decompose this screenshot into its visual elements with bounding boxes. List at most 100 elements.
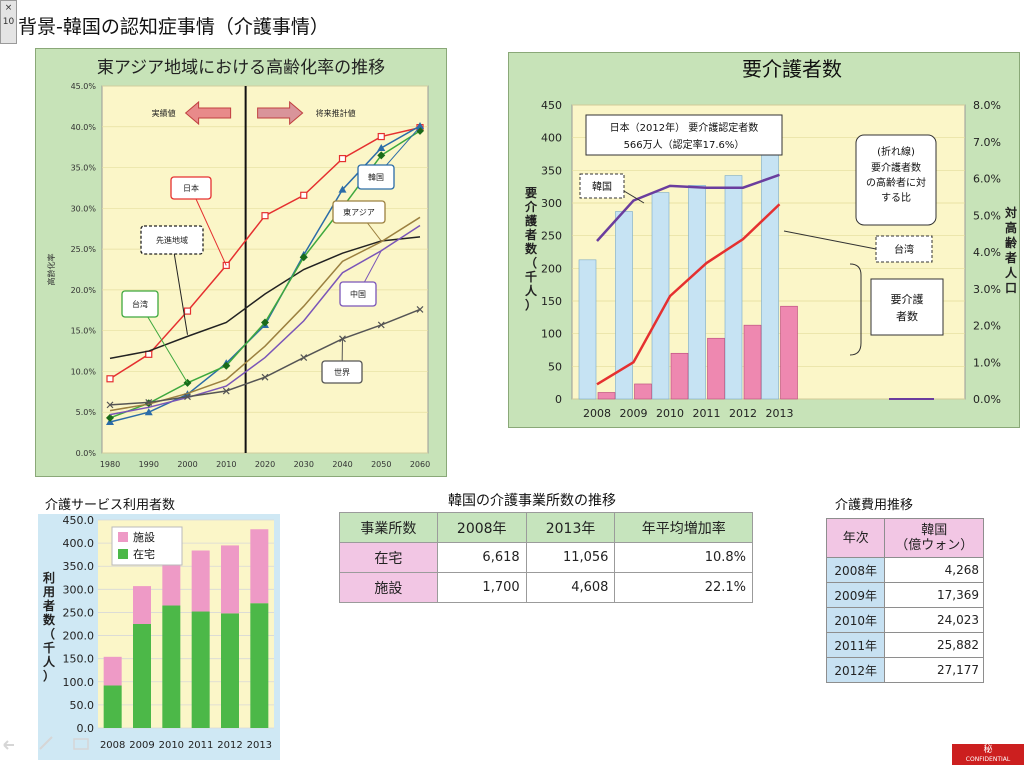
y2-tick-label: 1.0% [973, 356, 1001, 369]
year-cell: 2008年 [825, 557, 886, 583]
chart-title: 東アジア地域における高齢化率の推移 [97, 58, 385, 78]
table-cell: 10.8% [614, 542, 753, 573]
callout-line-label: (折れ線) [877, 145, 915, 158]
bar-korea [780, 305, 798, 400]
row-label: 在宅 [339, 542, 438, 573]
service-users-chart-panel: 0.0 50.0 100.0 150.0 200.0 250.0 300.0 350.0 400… [38, 514, 280, 760]
data-point [300, 191, 308, 199]
y-tick-label: 50 [548, 360, 562, 373]
data-point [261, 212, 269, 220]
arrow-right-label: 将来推計値 [316, 108, 356, 118]
y2-tick-label: 2.0% [973, 320, 1001, 333]
y2-tick-label: 0.0% [973, 393, 1001, 406]
x-tick-label: 2013 [247, 740, 272, 751]
data-point [222, 261, 230, 270]
bar-home [162, 605, 181, 728]
japan-note-line1: 日本（2012年） 要介護認定者数 [610, 121, 759, 134]
service-users-title: 介護サービス利用者数 [45, 498, 176, 513]
bars-label-line2: 者数 [896, 310, 918, 323]
bar-home [221, 613, 239, 728]
chart-title: 要介護者数 [742, 57, 842, 81]
y-tick-label: 150 [541, 295, 562, 308]
x-tick-label: 2008 [583, 407, 611, 420]
table-row: 在宅 6,618 11,056 10.8% [339, 542, 753, 573]
callout-box [339, 281, 377, 307]
cost-table-title: 介護費用推移 [835, 498, 914, 513]
data-point [338, 154, 347, 163]
table-cell: 25,882 [884, 632, 984, 658]
data-point [377, 132, 385, 141]
y2-tick-label: 4.0% [973, 246, 1001, 259]
right-arrow-icon [257, 100, 304, 126]
service-users-chart: 0.0 50.0 100.0 150.0 200.0 250.0 300.0 350.0 400… [42, 514, 274, 751]
y-axis-label: 要介護者数（千人） [524, 185, 538, 312]
data-point [222, 387, 230, 395]
bar-korea [634, 383, 652, 400]
y-tick-label: 25.0% [71, 245, 97, 254]
legend-label-facility: 施設 [133, 530, 155, 544]
korea-label-box [579, 173, 625, 199]
year-cell: 2010年 [825, 607, 886, 633]
bars-brace [849, 263, 862, 356]
series-line [109, 236, 421, 360]
y-tick-label: 300.0 [63, 583, 95, 596]
page-number: 10 [2, 17, 15, 27]
y-tick-label: 250.0 [63, 606, 95, 619]
callout-box [321, 360, 363, 384]
y-tick-label: 150.0 [63, 653, 95, 666]
cost-table: 年次 韓国 （億ウォン） 2008年 4,268 2009年 17,369 2010… [825, 518, 984, 683]
close-icon[interactable]: × [4, 3, 13, 13]
y2-tick-label: 5.0% [973, 209, 1001, 222]
data-point [145, 350, 153, 358]
aging-chart-panel: 東アジア地域における高齢化率の推移 0.0% 5.0% 10.0% 15.0% 20.0%… [35, 48, 447, 477]
y2-tick-label: 7.0% [973, 136, 1001, 149]
bar-korea [670, 352, 689, 400]
y-tick-label: 350 [541, 164, 562, 177]
row-label: 施設 [339, 572, 438, 603]
table-cell: 1,700 [436, 572, 527, 603]
y2-tick-label: 3.0% [973, 283, 1001, 296]
table-header-row: 年次 韓国 （億ウォン） [825, 518, 984, 558]
data-point [145, 399, 153, 406]
bar-taiwan [651, 192, 670, 400]
menu-icon[interactable] [73, 738, 89, 750]
table-header-cell: 韓国 （億ウォン） [884, 518, 984, 558]
plot-area [101, 85, 429, 454]
x-tick-label: 2010 [159, 740, 184, 751]
data-point [184, 393, 191, 401]
x-tick-label: 1980 [100, 460, 120, 469]
x-tick-label: 2009 [129, 740, 154, 751]
bar-korea [597, 392, 616, 400]
data-point [377, 143, 386, 151]
bar-korea [707, 337, 725, 400]
callout-box [855, 134, 937, 226]
x-tick-label: 2009 [620, 407, 648, 420]
series-world [106, 306, 424, 409]
data-point [261, 373, 269, 381]
y-tick-label: 15.0% [71, 327, 97, 336]
table-row: 2010年 24,023 [825, 607, 984, 633]
series-label-developed: 先進地域 [156, 235, 188, 245]
header-unit: （億ウォン） [895, 538, 974, 553]
data-point [106, 413, 114, 422]
table-row: 2009年 17,369 [825, 582, 984, 608]
ratio-line-taiwan_ratio [596, 203, 781, 386]
year-cell: 2011年 [825, 632, 886, 658]
series-developed [109, 236, 421, 360]
prev-slide-icon[interactable] [3, 740, 14, 750]
y-tick-label: 100 [541, 328, 562, 341]
y-tick-label: 100.0 [63, 676, 95, 689]
ratio-line-korea_ratio [596, 173, 780, 242]
y-tick-label: 45.0% [71, 82, 97, 91]
pen-icon[interactable] [39, 736, 53, 750]
y-tick-label: 350.0 [63, 560, 95, 573]
data-point [261, 318, 269, 327]
callout-box [121, 290, 159, 318]
japan-note-line2: 566万人（認定率17.6%） [624, 138, 745, 151]
x-tick-label: 2000 [177, 460, 197, 469]
slideshow-nav [3, 736, 89, 750]
x-tick-label: 2012 [729, 407, 757, 420]
slide-close-button[interactable]: × 10 [0, 0, 17, 44]
callout-box [140, 225, 204, 255]
table-header-cell: 2013年 [525, 512, 616, 543]
